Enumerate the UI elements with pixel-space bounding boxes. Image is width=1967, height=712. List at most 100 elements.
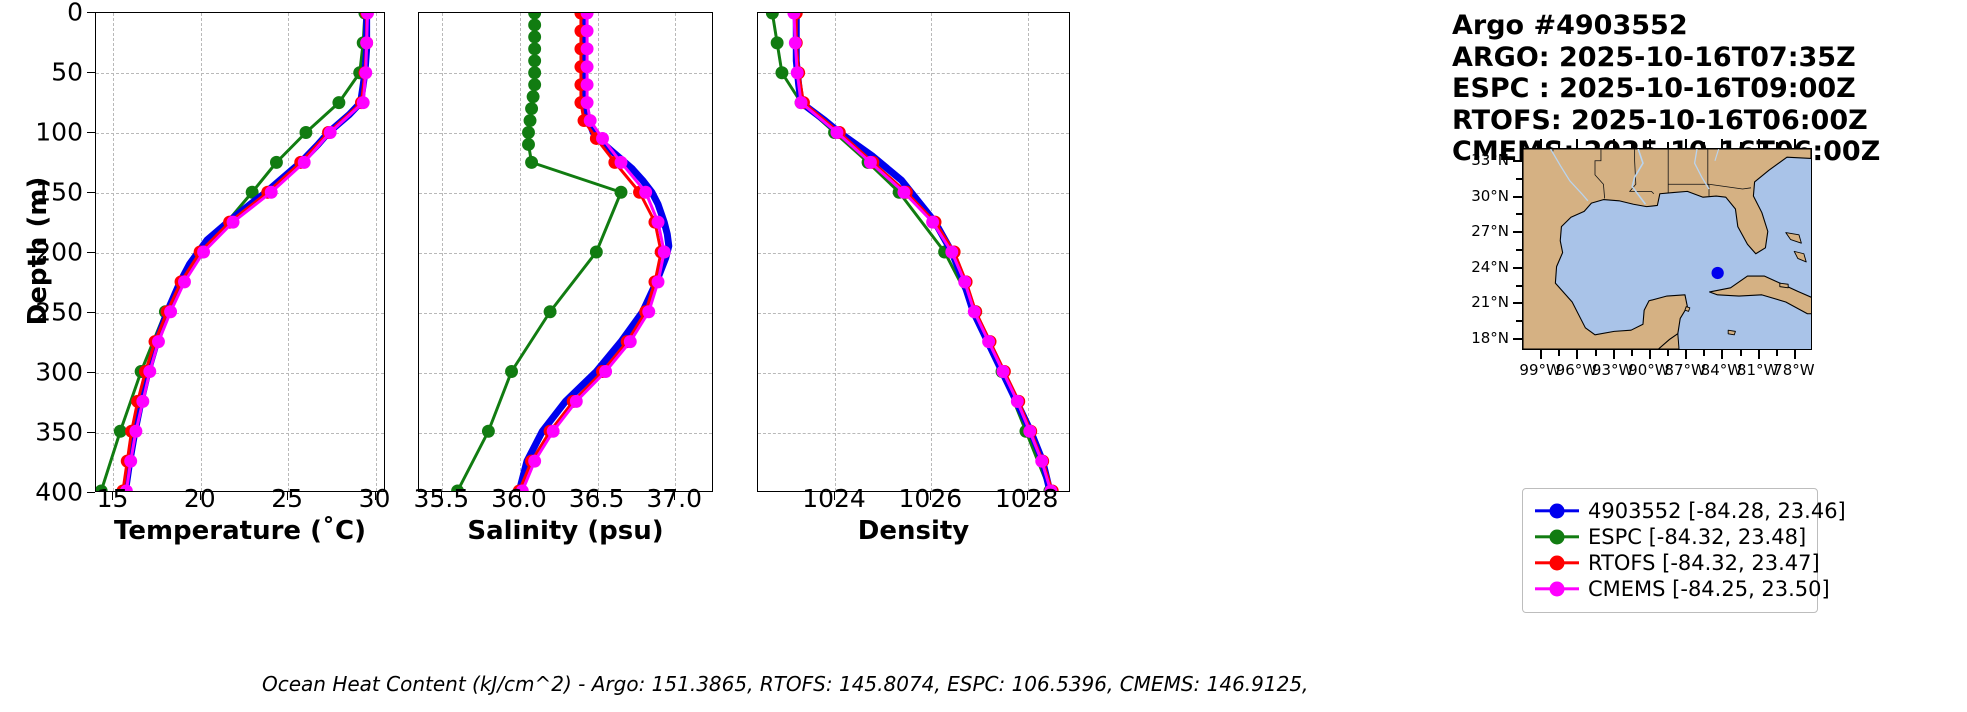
- data-point-espc: [528, 78, 542, 92]
- y-tick-label: 0: [67, 0, 83, 27]
- data-point-cmems: [356, 96, 370, 110]
- legend-item-cmems[interactable]: CMEMS [-84.25, 23.50]: [1535, 576, 1830, 602]
- legend-dot-icon: [1549, 503, 1565, 519]
- data-point-cmems: [361, 13, 374, 20]
- map-land-bahamas-1: [1785, 232, 1802, 244]
- map-lon-tick-top: [1540, 139, 1543, 148]
- x-axis-title-density: Density: [857, 516, 970, 546]
- data-point-cmems: [583, 114, 597, 128]
- map-lat-tick: [1513, 338, 1522, 341]
- data-point-espc: [589, 245, 603, 259]
- legend-item-argo[interactable]: 4903552 [-84.28, 23.46]: [1535, 498, 1846, 524]
- map-lon-tick-minor-top: [1739, 142, 1742, 148]
- data-point-cmems: [297, 155, 311, 169]
- data-point-cmems: [136, 394, 150, 408]
- data-point-espc: [528, 42, 542, 56]
- data-point-espc: [525, 155, 539, 169]
- data-point-espc: [528, 18, 542, 32]
- data-point-cmems: [1044, 484, 1058, 491]
- data-point-cmems: [569, 394, 583, 408]
- series-line-rtofs: [121, 13, 369, 491]
- data-point-cmems: [614, 155, 628, 169]
- y-tick-label: 200: [35, 237, 83, 267]
- gridline-horizontal: [419, 373, 712, 374]
- data-point-cmems: [580, 96, 594, 110]
- panel-temperature: [95, 12, 385, 492]
- map-lat-tick-minor: [1516, 249, 1522, 251]
- x-axis-title-temperature: Temperature (˚C): [114, 516, 366, 546]
- data-point-cmems: [657, 245, 671, 259]
- gridline-horizontal: [96, 433, 384, 434]
- gridline-vertical: [931, 13, 933, 491]
- map-lon-tick-top: [1612, 139, 1615, 148]
- gridline-horizontal: [758, 73, 1069, 74]
- data-point-cmems: [580, 24, 594, 38]
- data-point-cmems: [1023, 424, 1037, 438]
- map-lon-tick-minor-top: [1630, 142, 1633, 148]
- data-point-cmems: [926, 215, 940, 229]
- data-point-cmems: [515, 484, 529, 491]
- x-tick-mark: [930, 492, 932, 500]
- legend-item-espc[interactable]: ESPC [-84.32, 23.48]: [1535, 524, 1806, 550]
- data-point-espc: [505, 365, 518, 378]
- map-lon-tick-minor: [1703, 350, 1706, 356]
- gridline-horizontal: [419, 133, 712, 134]
- plot-area-temperature: [95, 12, 385, 492]
- x-tick-label: 1024: [802, 484, 866, 513]
- map-lat-label: 21°N: [1471, 293, 1509, 312]
- data-point-cmems: [996, 365, 1010, 378]
- x-tick-label: 1028: [994, 484, 1059, 513]
- data-point-espc: [481, 424, 495, 438]
- legend-marker-icon: [1535, 554, 1579, 572]
- data-point-espc: [96, 484, 108, 491]
- map-lat-tick-minor: [1516, 213, 1522, 216]
- map-lon-label: 93°W: [1591, 361, 1634, 379]
- data-point-cmems: [945, 245, 959, 259]
- map-lon-label: 99°W: [1519, 361, 1561, 379]
- y-tick-mark: [87, 192, 95, 193]
- curves-density: [765, 13, 1059, 491]
- series-line-espc: [770, 13, 1052, 491]
- map-lon-label: 78°W: [1773, 361, 1815, 379]
- data-point-espc: [523, 114, 537, 128]
- data-point-cmems: [359, 66, 373, 80]
- data-point-cmems: [546, 424, 560, 438]
- map-lat-label: 30°N: [1471, 186, 1509, 205]
- gridline-vertical: [519, 13, 521, 491]
- map-lon-label: 87°W: [1664, 361, 1706, 379]
- map-lat-tick: [1513, 302, 1522, 305]
- map-lon-tick: [1576, 350, 1579, 359]
- gridline-vertical: [288, 13, 290, 491]
- x-tick-mark: [834, 492, 836, 500]
- map-border-florida-north: [1668, 183, 1752, 190]
- map-river-chattahoochee: [1714, 149, 1720, 161]
- map-land-cuba: [1709, 275, 1811, 315]
- y-tick-mark: [87, 72, 95, 73]
- map-river-alabama: [1693, 149, 1710, 190]
- gridline-horizontal: [96, 73, 384, 74]
- data-point-espc: [245, 185, 259, 199]
- espc-time-line: ESPC : 2025-10-16T09:00Z: [1452, 73, 1856, 105]
- map-lon-tick: [1793, 350, 1796, 359]
- map-lat-tick: [1513, 159, 1522, 162]
- gridline-horizontal: [419, 193, 712, 194]
- x-tick-label: 37.0: [646, 484, 703, 513]
- map-river-mississippi: [1631, 149, 1647, 205]
- map-lon-label: 81°W: [1736, 361, 1779, 379]
- map-river-trinity: [1550, 149, 1589, 202]
- map-lat-tick: [1513, 195, 1522, 198]
- y-tick-mark: [87, 312, 95, 313]
- legend-item-rtofs[interactable]: RTOFS [-84.32, 23.47]: [1535, 550, 1820, 576]
- data-point-cmems: [863, 155, 877, 169]
- x-tick-label: 36.5: [568, 484, 625, 513]
- gridline-horizontal: [758, 313, 1069, 314]
- y-tick-mark: [87, 132, 95, 133]
- legend-dot-icon: [1549, 581, 1565, 597]
- map-land-island-4: [1727, 329, 1736, 336]
- location-inset-map[interactable]: [1522, 148, 1812, 350]
- map-lon-tick: [1612, 350, 1615, 359]
- data-point-cmems: [323, 126, 337, 139]
- curves-temperature: [96, 13, 374, 491]
- map-lat-label: 18°N: [1471, 329, 1509, 348]
